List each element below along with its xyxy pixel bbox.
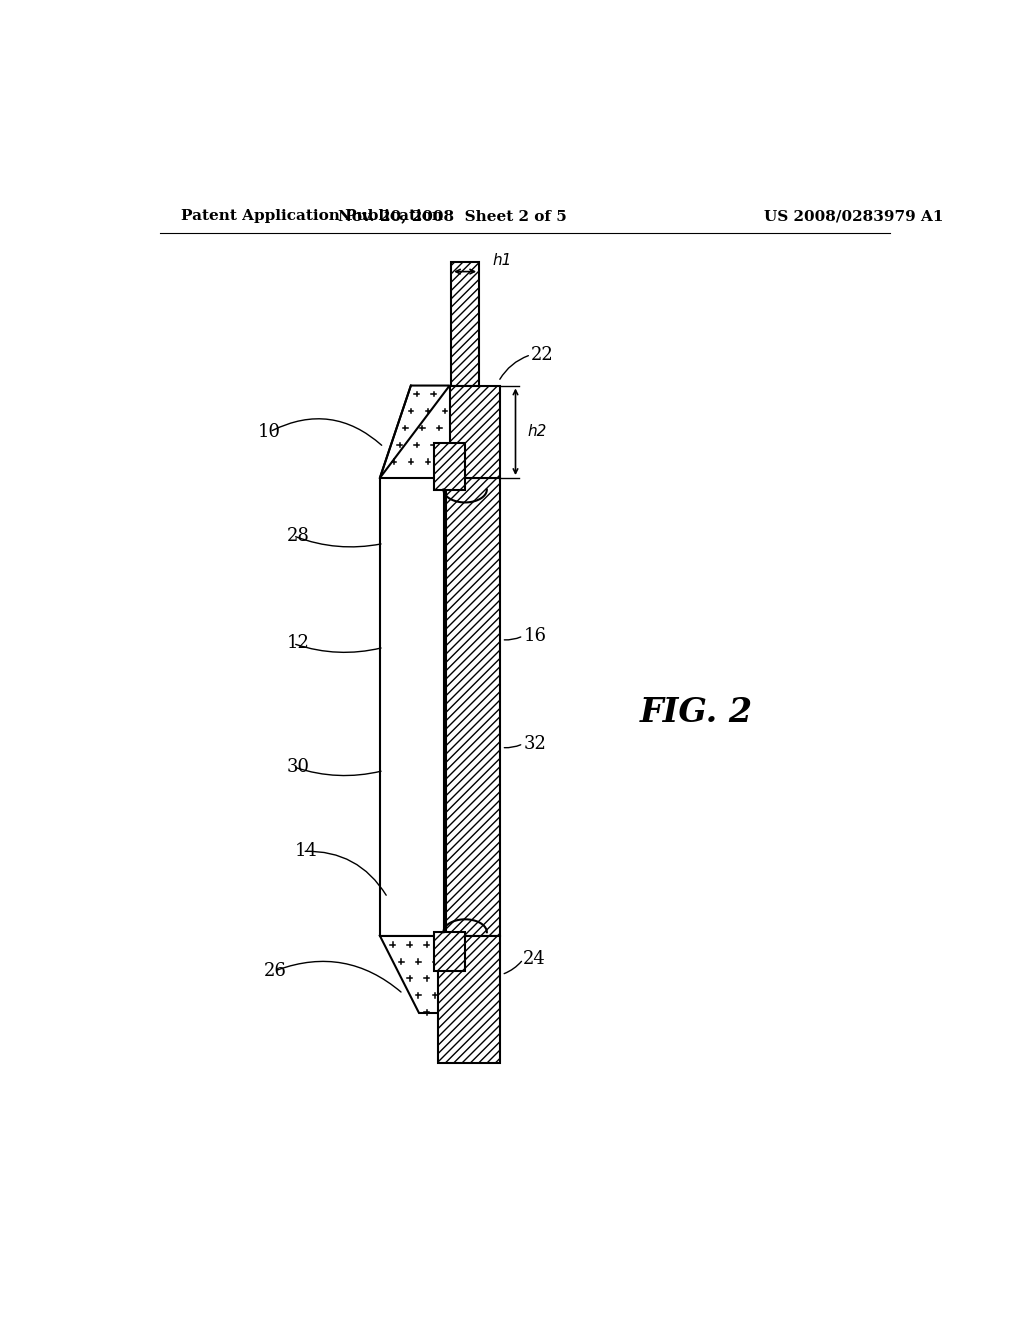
Text: FIG. 2: FIG. 2 bbox=[640, 697, 753, 729]
Text: 24: 24 bbox=[523, 950, 546, 968]
Text: h2: h2 bbox=[527, 424, 547, 440]
Text: Patent Application Publication: Patent Application Publication bbox=[180, 209, 442, 223]
Text: 32: 32 bbox=[523, 735, 546, 752]
Bar bbox=[450, 385, 500, 478]
Text: Nov. 20, 2008  Sheet 2 of 5: Nov. 20, 2008 Sheet 2 of 5 bbox=[338, 209, 566, 223]
Bar bbox=[438, 936, 500, 1063]
Text: 30: 30 bbox=[287, 758, 310, 776]
Bar bbox=[434, 932, 465, 970]
Text: 14: 14 bbox=[295, 842, 317, 861]
Bar bbox=[450, 385, 500, 478]
Text: 16: 16 bbox=[523, 627, 546, 644]
Text: US 2008/0283979 A1: US 2008/0283979 A1 bbox=[764, 209, 943, 223]
Bar bbox=[380, 478, 445, 936]
Bar bbox=[444, 478, 500, 936]
Text: h1: h1 bbox=[493, 253, 512, 268]
Bar bbox=[434, 444, 465, 490]
Bar bbox=[452, 263, 479, 385]
Text: 12: 12 bbox=[287, 635, 309, 652]
Text: 26: 26 bbox=[263, 962, 287, 979]
Bar bbox=[444, 478, 500, 936]
Text: 22: 22 bbox=[531, 346, 554, 364]
Bar bbox=[438, 936, 500, 1063]
Polygon shape bbox=[380, 385, 450, 478]
Text: 28: 28 bbox=[287, 527, 309, 545]
Bar bbox=[434, 932, 465, 970]
Polygon shape bbox=[380, 936, 445, 1014]
Bar bbox=[452, 263, 479, 385]
Bar bbox=[434, 444, 465, 490]
Text: 10: 10 bbox=[258, 422, 282, 441]
